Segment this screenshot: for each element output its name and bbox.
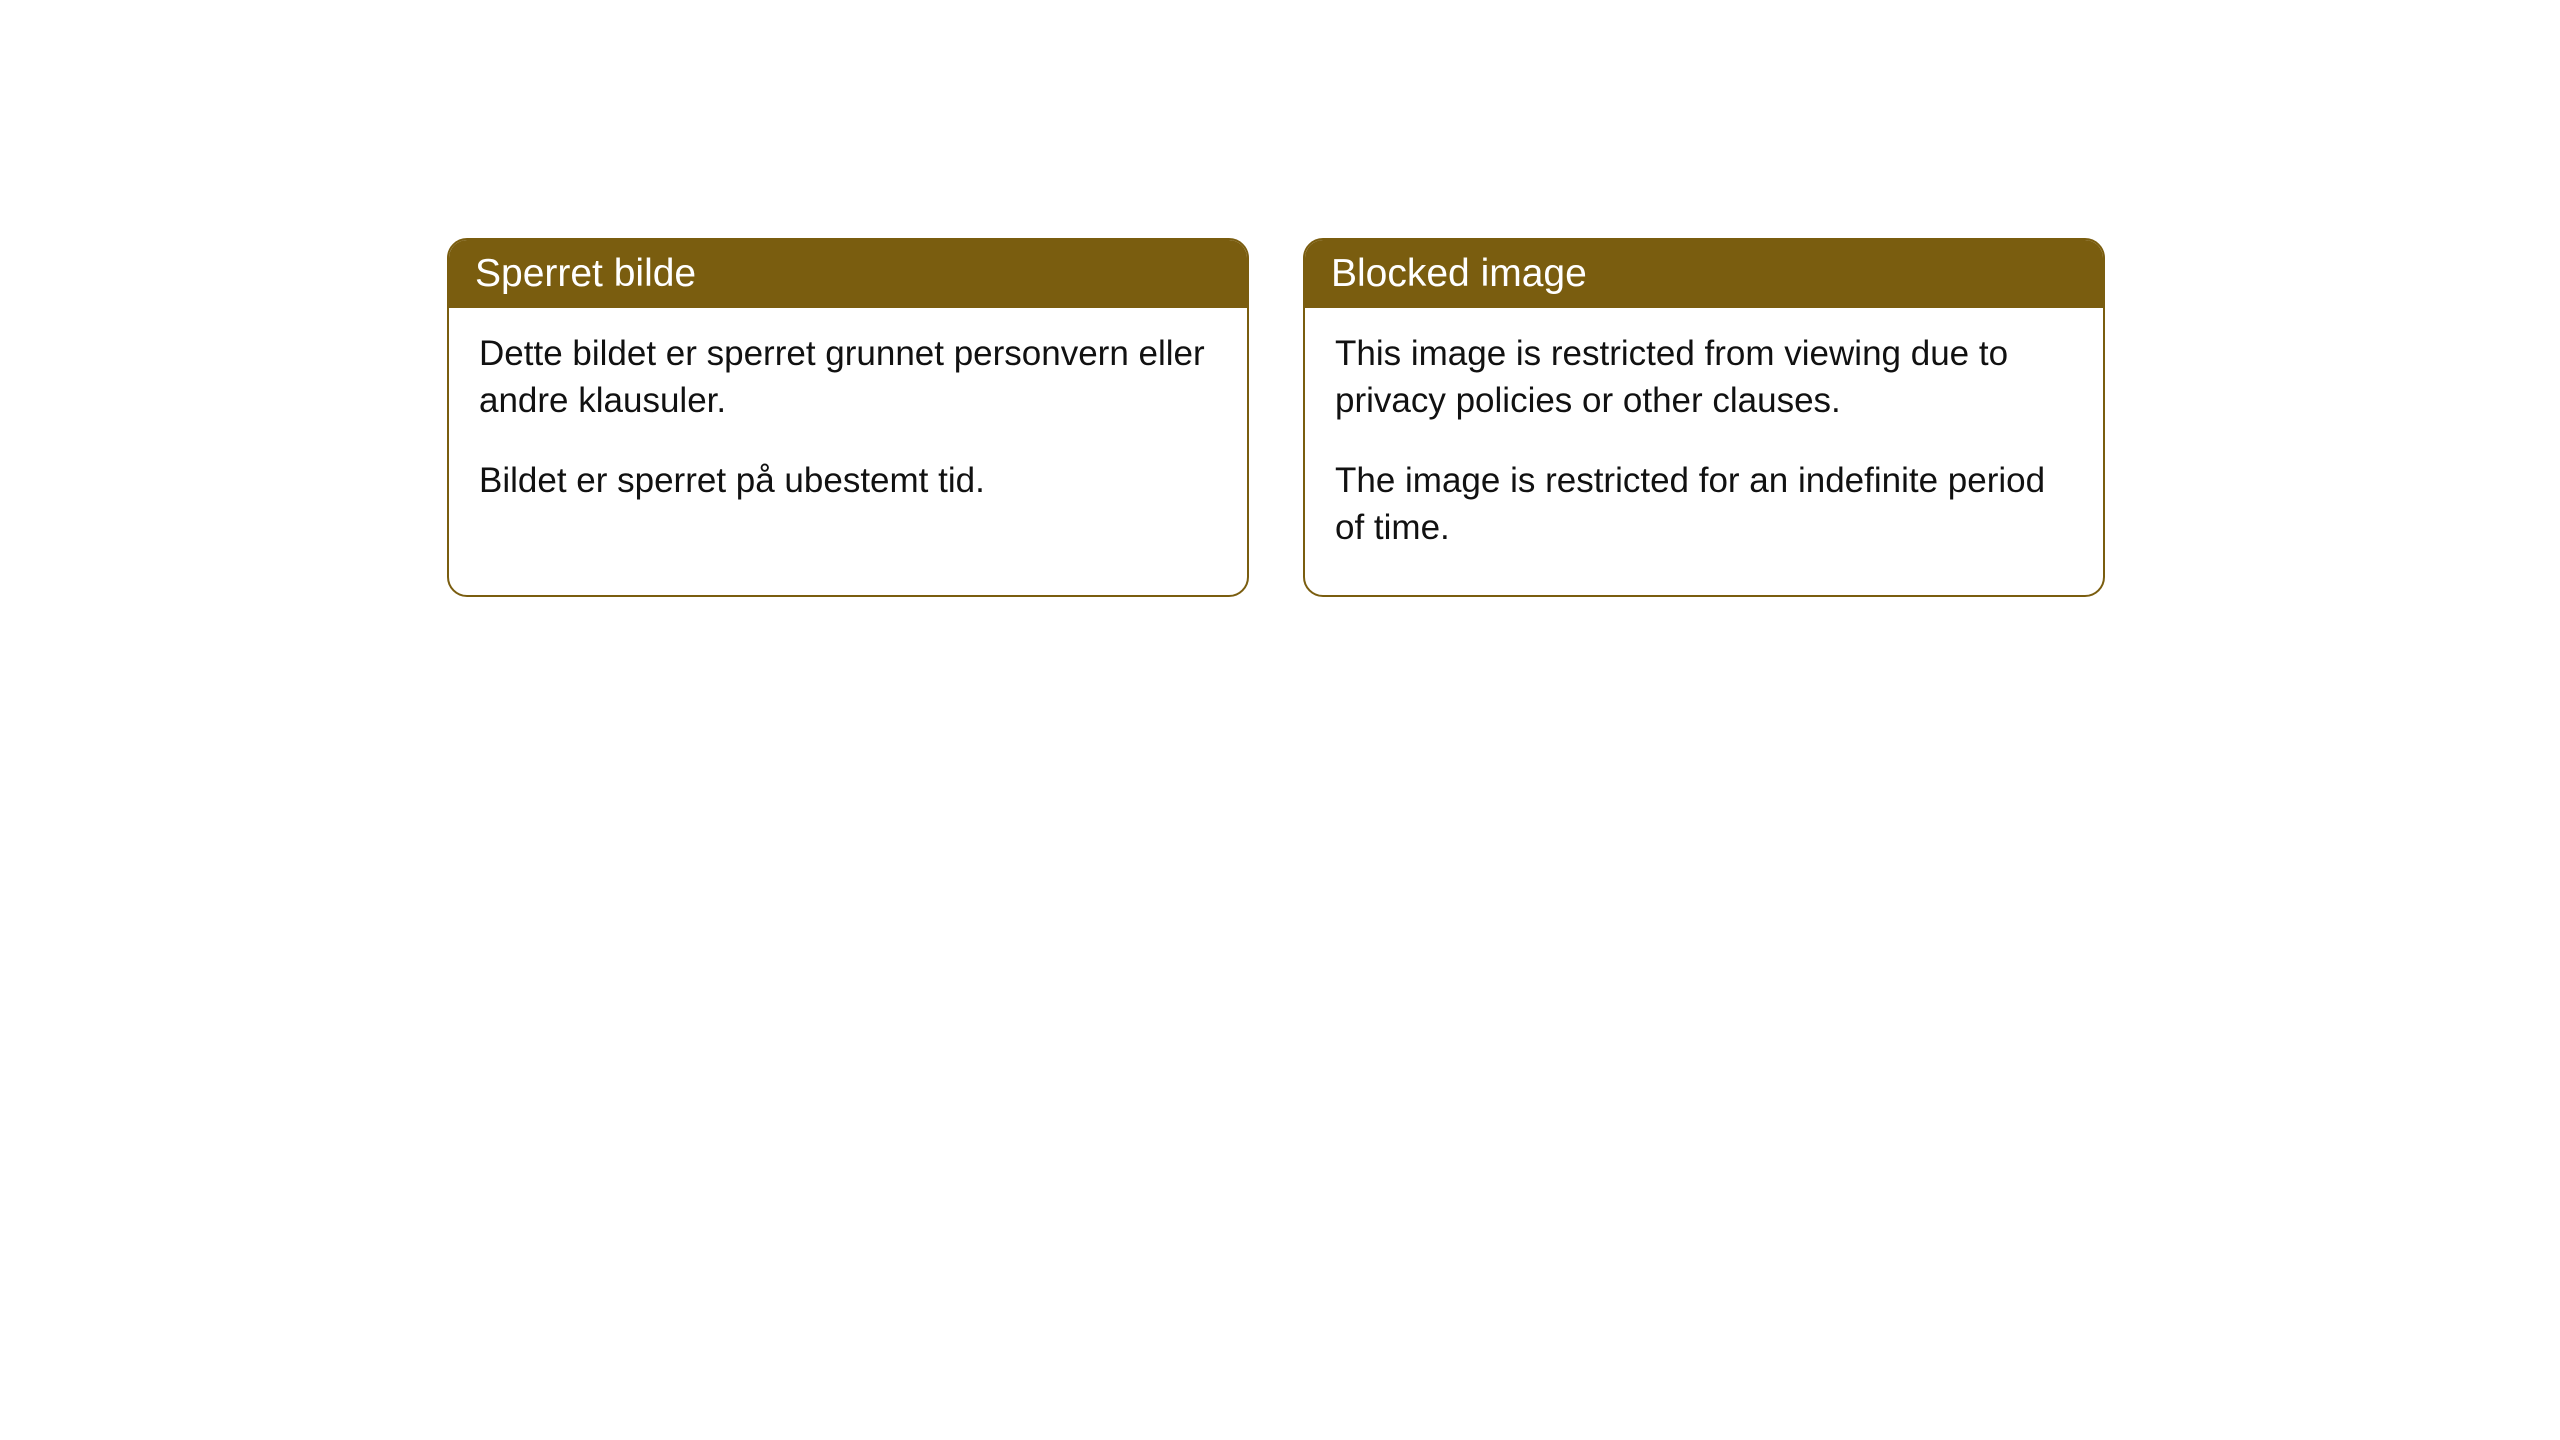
card-header-norwegian: Sperret bilde — [449, 240, 1247, 308]
card-header-english: Blocked image — [1305, 240, 2103, 308]
card-paragraph-1-norwegian: Dette bildet er sperret grunnet personve… — [479, 330, 1217, 425]
card-title-english: Blocked image — [1331, 252, 1587, 295]
blocked-image-card-english: Blocked image This image is restricted f… — [1303, 238, 2105, 597]
card-body-norwegian: Dette bildet er sperret grunnet personve… — [449, 308, 1247, 548]
card-title-norwegian: Sperret bilde — [475, 252, 696, 295]
card-paragraph-2-norwegian: Bildet er sperret på ubestemt tid. — [479, 457, 1217, 504]
notice-cards-container: Sperret bilde Dette bildet er sperret gr… — [447, 238, 2105, 597]
blocked-image-card-norwegian: Sperret bilde Dette bildet er sperret gr… — [447, 238, 1249, 597]
card-body-english: This image is restricted from viewing du… — [1305, 308, 2103, 595]
card-paragraph-2-english: The image is restricted for an indefinit… — [1335, 457, 2073, 552]
card-paragraph-1-english: This image is restricted from viewing du… — [1335, 330, 2073, 425]
